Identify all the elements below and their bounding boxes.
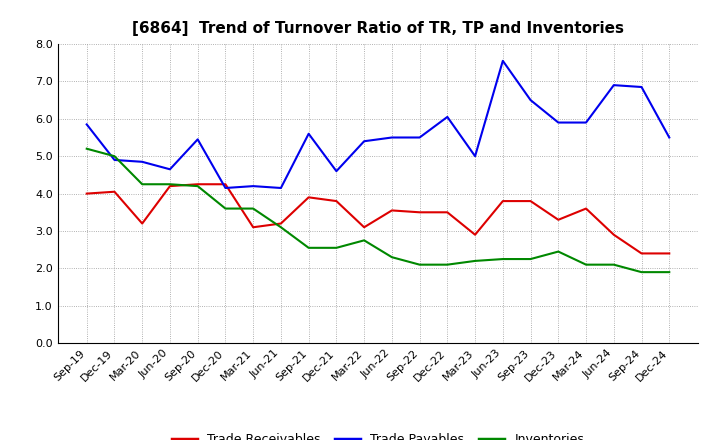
- Inventories: [110, 154, 119, 159]
- Trade Receivables: [526, 198, 535, 204]
- Inventories: [249, 206, 258, 211]
- Trade Receivables: [665, 251, 674, 256]
- Inventories: [582, 262, 590, 267]
- Inventories: [665, 269, 674, 275]
- Trade Receivables: [415, 209, 424, 215]
- Line: Trade Receivables: Trade Receivables: [86, 184, 670, 253]
- Trade Payables: [609, 82, 618, 88]
- Trade Payables: [221, 185, 230, 191]
- Trade Receivables: [249, 224, 258, 230]
- Trade Payables: [665, 135, 674, 140]
- Trade Payables: [276, 185, 285, 191]
- Line: Trade Payables: Trade Payables: [86, 61, 670, 188]
- Trade Receivables: [582, 206, 590, 211]
- Trade Receivables: [360, 224, 369, 230]
- Trade Receivables: [471, 232, 480, 238]
- Trade Payables: [498, 58, 507, 63]
- Trade Receivables: [637, 251, 646, 256]
- Inventories: [276, 224, 285, 230]
- Inventories: [554, 249, 562, 254]
- Inventories: [138, 182, 147, 187]
- Inventories: [166, 182, 174, 187]
- Trade Payables: [332, 169, 341, 174]
- Trade Payables: [166, 167, 174, 172]
- Inventories: [609, 262, 618, 267]
- Trade Receivables: [498, 198, 507, 204]
- Title: [6864]  Trend of Turnover Ratio of TR, TP and Inventories: [6864] Trend of Turnover Ratio of TR, TP…: [132, 21, 624, 36]
- Trade Receivables: [276, 221, 285, 226]
- Trade Payables: [415, 135, 424, 140]
- Trade Receivables: [138, 221, 147, 226]
- Inventories: [415, 262, 424, 267]
- Trade Payables: [582, 120, 590, 125]
- Trade Receivables: [82, 191, 91, 196]
- Inventories: [443, 262, 451, 267]
- Inventories: [82, 146, 91, 151]
- Trade Receivables: [110, 189, 119, 194]
- Trade Payables: [138, 159, 147, 165]
- Trade Payables: [194, 137, 202, 142]
- Trade Payables: [443, 114, 451, 120]
- Inventories: [305, 245, 313, 250]
- Trade Payables: [526, 97, 535, 103]
- Trade Receivables: [221, 182, 230, 187]
- Trade Receivables: [387, 208, 396, 213]
- Trade Receivables: [194, 182, 202, 187]
- Trade Receivables: [443, 209, 451, 215]
- Inventories: [194, 183, 202, 189]
- Legend: Trade Receivables, Trade Payables, Inventories: Trade Receivables, Trade Payables, Inven…: [172, 433, 584, 440]
- Trade Payables: [637, 84, 646, 90]
- Inventories: [387, 254, 396, 260]
- Inventories: [498, 257, 507, 262]
- Inventories: [221, 206, 230, 211]
- Trade Payables: [82, 122, 91, 127]
- Trade Receivables: [166, 183, 174, 189]
- Trade Payables: [554, 120, 562, 125]
- Inventories: [526, 257, 535, 262]
- Inventories: [471, 258, 480, 264]
- Trade Payables: [360, 139, 369, 144]
- Line: Inventories: Inventories: [86, 149, 670, 272]
- Trade Payables: [305, 131, 313, 136]
- Inventories: [637, 269, 646, 275]
- Trade Payables: [471, 154, 480, 159]
- Inventories: [332, 245, 341, 250]
- Inventories: [360, 238, 369, 243]
- Trade Receivables: [332, 198, 341, 204]
- Trade Receivables: [554, 217, 562, 222]
- Trade Payables: [387, 135, 396, 140]
- Trade Receivables: [609, 232, 618, 238]
- Trade Payables: [110, 157, 119, 162]
- Trade Payables: [249, 183, 258, 189]
- Trade Receivables: [305, 194, 313, 200]
